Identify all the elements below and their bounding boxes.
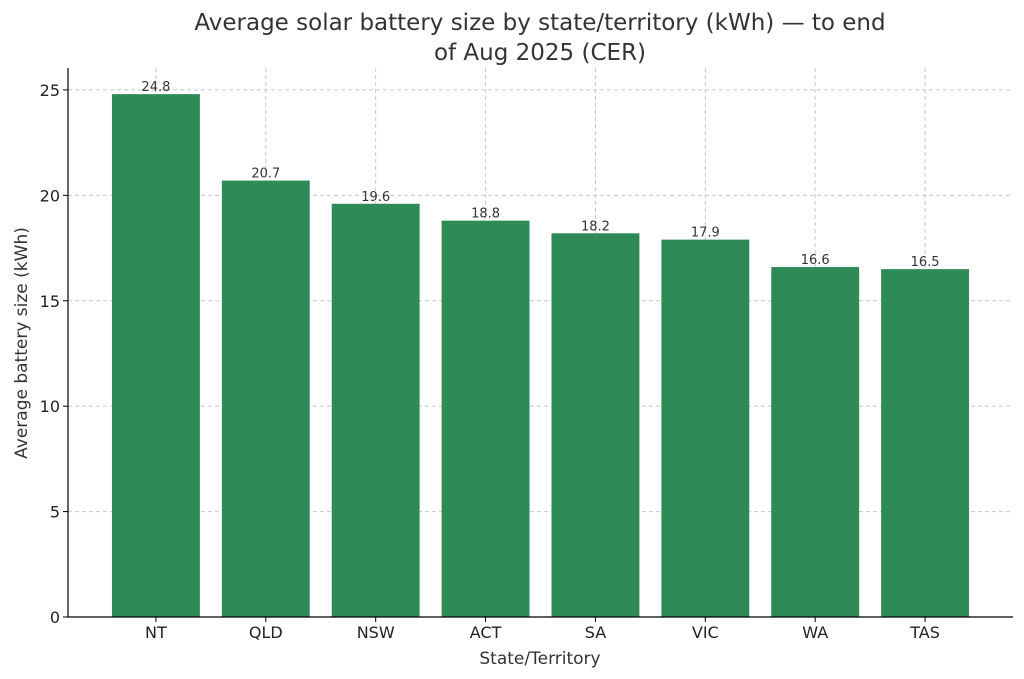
x-tick-label-wa: WA [802,623,828,642]
bar-wa [771,267,860,617]
value-label-qld: 20.7 [251,167,280,182]
x-tick-label-tas: TAS [909,623,940,642]
x-tick-label-vic: VIC [692,623,719,642]
x-tick-label-qld: QLD [249,623,283,642]
value-label-nt: 24.8 [141,80,170,95]
value-label-nsw: 19.6 [361,190,390,205]
bar-qld [221,180,310,617]
x-axis-label: State/Territory [479,649,600,669]
y-tick-label: 20 [40,186,60,205]
value-label-vic: 17.9 [691,226,720,241]
value-labels: 24.8 20.7 19.6 18.8 18.2 17.9 16.6 16.5 [141,80,939,270]
chart-title-line-1: Average solar battery size by state/terr… [194,10,885,36]
y-axis-label: Average battery size (kWh) [12,227,32,459]
bar-nsw [331,203,420,617]
grid-lines [68,68,1013,618]
bar-vic [661,239,750,617]
bar-tas [881,269,970,617]
y-tick-label: 5 [50,503,60,522]
y-tick-label: 25 [40,81,60,100]
bar-act [441,220,530,617]
x-tick-label-nt: NT [145,623,167,642]
value-label-sa: 18.2 [581,219,610,234]
x-tick-label-act: ACT [470,623,502,642]
x-tick-label-sa: SA [585,623,606,642]
bar-nt [111,94,200,617]
value-label-wa: 16.6 [801,253,830,268]
value-label-tas: 16.5 [911,255,940,270]
y-tick-label: 0 [50,608,60,627]
bar-sa [551,233,640,617]
y-tick-label: 15 [40,292,60,311]
y-tick-label: 10 [40,397,60,416]
value-label-act: 18.8 [471,207,500,222]
axes: 0 5 10 15 20 25 NT QLD NSW ACT SA VIC WA TAS [40,68,1013,642]
x-tick-label-nsw: NSW [357,623,395,642]
bars [111,94,970,617]
chart-title-line-2: of Aug 2025 (CER) [434,40,646,66]
